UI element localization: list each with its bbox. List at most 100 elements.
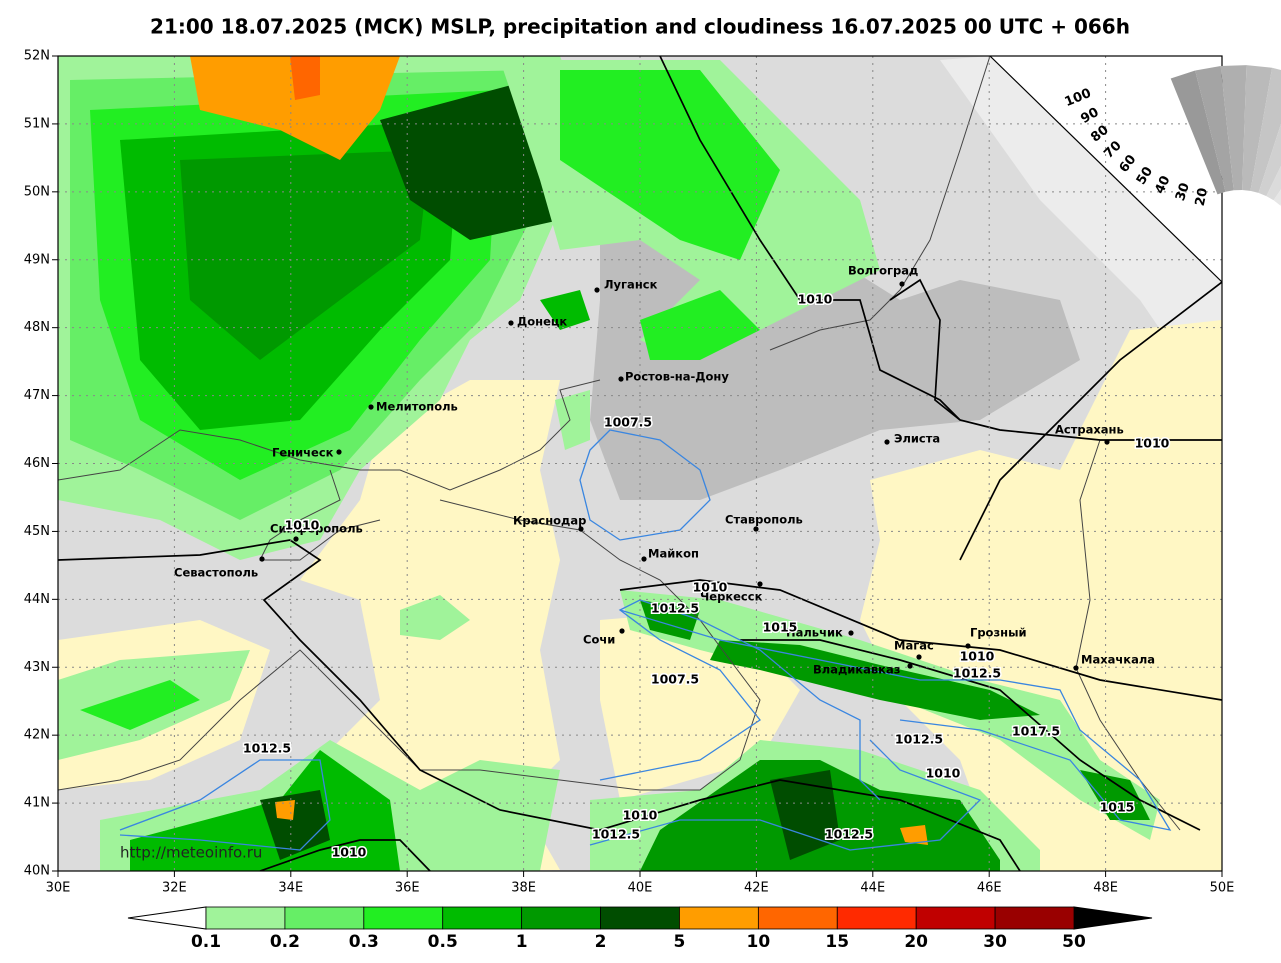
isobar-black xyxy=(259,839,431,871)
precip-orange xyxy=(190,56,400,160)
precip-mid xyxy=(560,70,780,260)
colorbar-segment xyxy=(679,906,759,930)
city-dot xyxy=(594,287,600,293)
city-label: Сочи xyxy=(583,633,615,647)
precip-1 xyxy=(540,290,590,330)
cloud-scale-wedge xyxy=(1170,70,1226,195)
lon-label: 42E xyxy=(744,881,769,896)
isobar-label: 1012.5 xyxy=(895,732,943,747)
isobar-label: 1010 xyxy=(332,845,367,860)
city-label: Луганск xyxy=(604,278,658,292)
isobar-label: 1012.5 xyxy=(825,827,873,842)
isobar-label: 1012.5 xyxy=(243,741,291,756)
cloud-scale-wedge xyxy=(1220,65,1247,191)
cloud-scale-wedge xyxy=(1266,165,1281,201)
isobar-label: 1012.5 xyxy=(592,827,640,842)
city-dot xyxy=(916,654,922,660)
isobar-blue xyxy=(579,429,711,541)
city-dot xyxy=(757,581,763,587)
precip-mid xyxy=(80,680,200,730)
city-label: Геническ xyxy=(272,446,334,460)
city-label: Элиста xyxy=(894,432,940,446)
colorbar-label: 0.5 xyxy=(428,932,458,952)
colorbar-label: 20 xyxy=(904,932,928,952)
city-dot xyxy=(641,556,647,562)
city-label: Симферополь xyxy=(270,522,363,536)
city-label: Грозный xyxy=(970,626,1027,640)
isobar-label: 1010 xyxy=(693,580,728,595)
cloud-scale-wedge xyxy=(1273,189,1281,206)
city-label: Черкесск xyxy=(700,590,763,604)
colorbar-label: 15 xyxy=(825,932,849,952)
city-label: Краснодар xyxy=(513,514,586,528)
colorbar-label: 0.2 xyxy=(270,932,300,952)
isobar-black xyxy=(659,56,1222,441)
source-url: http://meteoinfo.ru xyxy=(120,844,262,862)
isobar-label: 1007.5 xyxy=(651,672,699,687)
city-dot xyxy=(1073,665,1079,671)
precip-mid xyxy=(640,290,760,360)
lat-label: 44N xyxy=(24,592,50,607)
isobar-blue xyxy=(589,739,982,851)
lon-label: 48E xyxy=(1093,881,1118,896)
colorbar-segment xyxy=(284,906,365,930)
isobar-blue xyxy=(119,759,331,851)
lat-label: 52N xyxy=(24,49,50,64)
precip-red-orange xyxy=(290,56,320,100)
colorbar-segment xyxy=(757,906,838,930)
colorbar-label: 10 xyxy=(747,932,771,952)
cloud-scale-wedge xyxy=(1242,65,1273,191)
colorbar-label: 30 xyxy=(983,932,1007,952)
colorbar-label: 0.1 xyxy=(191,932,221,952)
precip-2 xyxy=(180,150,430,360)
isobar-label: 1010 xyxy=(285,518,320,533)
city-label: Владикавказ xyxy=(813,663,900,677)
lon-label: 50E xyxy=(1210,881,1235,896)
isobar-black xyxy=(619,579,1222,701)
city-label: Волгоград xyxy=(848,264,918,278)
city-label: Мелитополь xyxy=(376,400,458,414)
city-dot xyxy=(578,526,584,532)
coastline xyxy=(58,379,761,791)
city-label: Ростов-на-Дону xyxy=(625,370,729,384)
cloud-scale-wedge xyxy=(1250,67,1281,193)
lat-label: 43N xyxy=(24,660,50,675)
lon-label: 46E xyxy=(977,881,1002,896)
cloud-scale-label: 30 xyxy=(1173,181,1193,203)
lat-label: 40N xyxy=(24,864,50,879)
colorbar-segment xyxy=(600,906,680,930)
clear-area xyxy=(860,320,1222,871)
city-dot xyxy=(1104,439,1110,445)
lon-label: 34E xyxy=(278,881,303,896)
isobar-black xyxy=(740,639,1201,831)
lat-label: 42N xyxy=(24,728,50,743)
isobar-black xyxy=(959,281,1222,561)
isobar-blue xyxy=(599,599,881,801)
corner-line xyxy=(989,55,1223,283)
cloud-scale-label: 40 xyxy=(1152,174,1173,197)
lon-label: 44E xyxy=(860,881,885,896)
colorbar-max-arrow xyxy=(1073,906,1153,930)
city-dot xyxy=(848,630,854,636)
lon-label: 38E xyxy=(511,881,536,896)
isobar-label: 1012.5 xyxy=(953,666,1001,681)
precip-light xyxy=(555,390,590,450)
map-frame xyxy=(57,55,1223,872)
lat-label: 41N xyxy=(24,796,50,811)
colorbar-segment xyxy=(915,906,996,930)
map-title: 21:00 18.07.2025 (МСК) MSLP, precipitati… xyxy=(150,15,1130,39)
city-dot xyxy=(259,556,265,562)
colorbar-label: 0.3 xyxy=(349,932,379,952)
isobar-label: 1012.5 xyxy=(651,601,699,616)
city-label: Майкоп xyxy=(648,547,699,561)
precip-orange xyxy=(275,800,295,820)
colorbar-segment xyxy=(521,906,601,930)
lon-label: 36E xyxy=(395,881,420,896)
lat-label: 47N xyxy=(24,388,50,403)
isobar-label: 1010 xyxy=(798,292,833,307)
colorbar-min-arrow xyxy=(127,906,207,930)
isobar-label: 1010 xyxy=(623,808,658,823)
lat-label: 46N xyxy=(24,456,50,471)
isobar-black xyxy=(889,278,961,421)
city-dot xyxy=(884,439,890,445)
